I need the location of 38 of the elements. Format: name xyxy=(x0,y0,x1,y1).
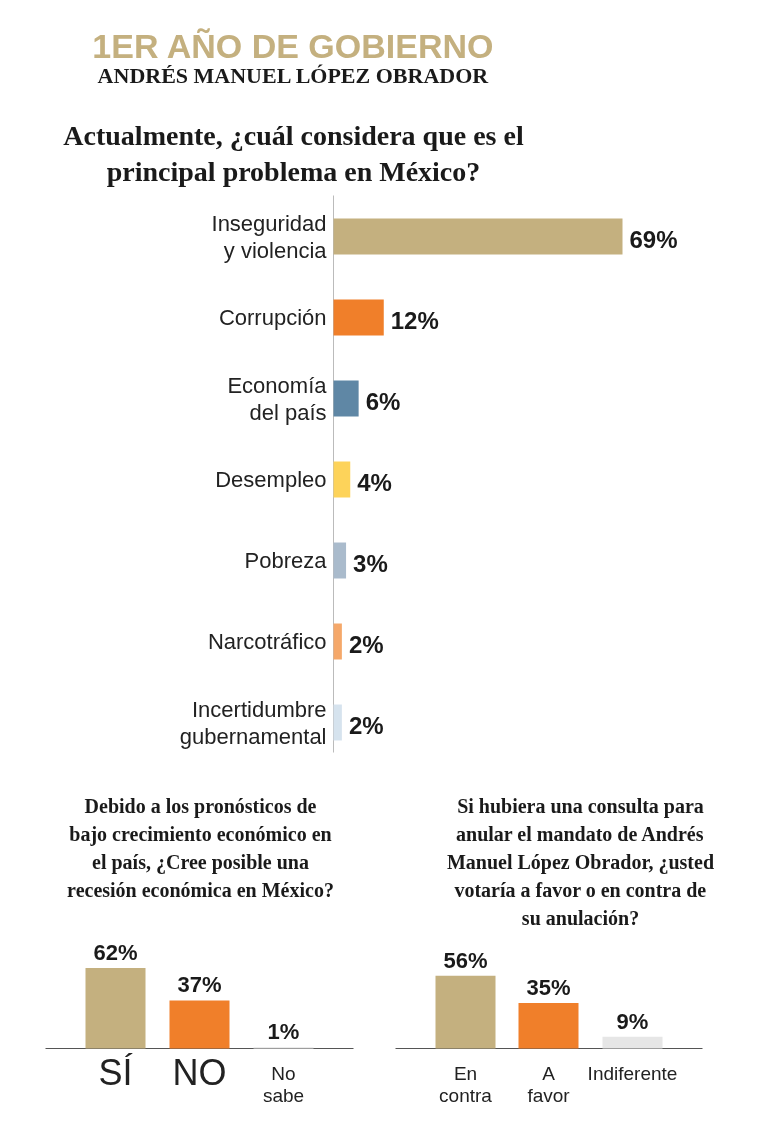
y-tick-label: Corrupción xyxy=(218,305,327,330)
x-tick-label: SÍ xyxy=(98,1052,133,1093)
x-tick-label: Indiferente xyxy=(587,1062,678,1084)
data-label: 56% xyxy=(443,947,488,973)
y-tick-label: Desempleo xyxy=(215,467,327,492)
bar xyxy=(333,461,351,498)
data-label: 35% xyxy=(526,975,571,1000)
y-tick-label: Narcotráfico xyxy=(207,629,327,654)
chart-title: Debido a los pronósticos de bajo crecimiento económico en el país, ¿Cree posible una recesión económica en México? xyxy=(67,794,334,901)
chart-title: Si hubiera una consulta para anular el mandato de Andrés Manuel López Obrador, ¿usted votaría a favor o en contra de su anulación? xyxy=(446,794,715,929)
bar xyxy=(333,299,384,336)
bar xyxy=(333,380,359,417)
x-tick-label: NO xyxy=(172,1052,227,1093)
x-tick-label: A favor xyxy=(527,1062,571,1106)
bar xyxy=(333,218,623,255)
data-label: 2% xyxy=(348,631,384,658)
bar xyxy=(333,704,342,741)
x-tick-label: En contra xyxy=(439,1062,493,1106)
y-tick-label: Inseguridad y violencia xyxy=(211,210,328,263)
y-tick-label: Incertidumbre gubernamental xyxy=(179,696,327,749)
chart-title: Actualmente, ¿cuál considera que es el principal problema en México? xyxy=(63,120,524,187)
y-tick-label: Economía del país xyxy=(227,372,328,425)
data-label: 1% xyxy=(267,1019,300,1045)
x-tick-label: No sabe xyxy=(262,1062,305,1106)
data-label: 6% xyxy=(365,388,401,415)
data-label: 3% xyxy=(353,550,388,577)
data-label: 2% xyxy=(348,712,384,739)
text: 1ER AÑO DE GOBIERNO xyxy=(92,26,494,65)
bar xyxy=(333,542,347,579)
text: ANDRÉS MANUEL LÓPEZ OBRADOR xyxy=(97,63,490,88)
data-label: 12% xyxy=(390,307,439,334)
data-label: 69% xyxy=(629,226,678,253)
data-label: 62% xyxy=(93,939,138,965)
data-label: 37% xyxy=(177,972,222,998)
data-label: 4% xyxy=(357,469,392,496)
bar xyxy=(333,623,342,660)
y-tick-label: Pobreza xyxy=(244,548,328,573)
data-label: 9% xyxy=(616,1008,649,1034)
